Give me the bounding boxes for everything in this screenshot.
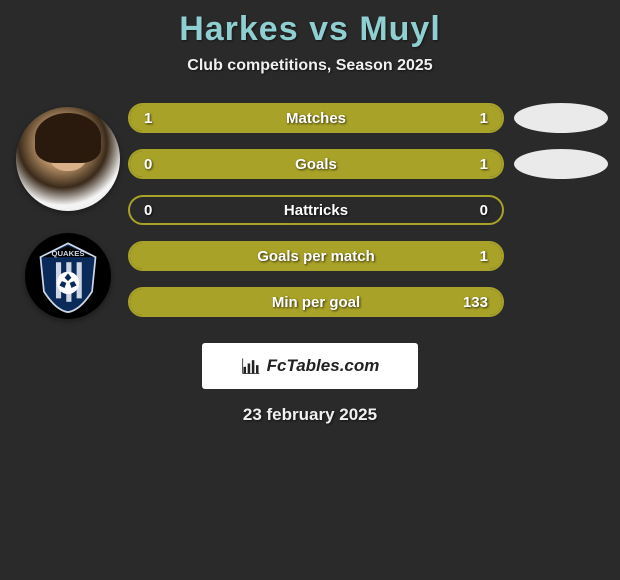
stat-label: Matches xyxy=(286,110,346,127)
right-blob xyxy=(514,103,608,133)
stat-label: Hattricks xyxy=(284,202,348,219)
subtitle: Club competitions, Season 2025 xyxy=(0,57,620,75)
quakes-crest-icon: QUAKES xyxy=(25,233,111,319)
stat-row: 0 Hattricks 0 xyxy=(128,195,608,225)
main-area: QUAKES 1 Matches 1 xyxy=(0,103,620,333)
value-right: 1 xyxy=(480,110,488,127)
page-title: Harkes vs Muyl xyxy=(0,10,620,49)
team-logo: QUAKES xyxy=(25,233,111,319)
value-right: 1 xyxy=(480,156,488,173)
stat-row: Min per goal 133 xyxy=(128,287,608,317)
stat-row: Goals per match 1 xyxy=(128,241,608,271)
left-column: QUAKES xyxy=(8,103,128,319)
brand-link[interactable]: FcTables.com xyxy=(202,343,418,389)
value-left: 1 xyxy=(144,110,152,127)
value-left: 0 xyxy=(144,156,152,173)
stat-label: Goals per match xyxy=(257,248,375,265)
stat-pill-matches: 1 Matches 1 xyxy=(128,103,504,133)
stat-row: 1 Matches 1 xyxy=(128,103,608,133)
stat-pill-mpg: Min per goal 133 xyxy=(128,287,504,317)
date-label: 23 february 2025 xyxy=(0,405,620,425)
player-photo xyxy=(16,107,120,211)
stat-pill-gpm: Goals per match 1 xyxy=(128,241,504,271)
value-right: 0 xyxy=(480,202,488,219)
stat-pill-hattricks: 0 Hattricks 0 xyxy=(128,195,504,225)
right-blob xyxy=(514,149,608,179)
stat-pill-goals: 0 Goals 1 xyxy=(128,149,504,179)
stat-label: Goals xyxy=(295,156,337,173)
stat-row: 0 Goals 1 xyxy=(128,149,608,179)
comparison-card: Harkes vs Muyl Club competitions, Season… xyxy=(0,0,620,425)
brand-text: FcTables.com xyxy=(267,356,380,376)
value-left: 0 xyxy=(144,202,152,219)
bar-chart-icon xyxy=(241,356,261,376)
team-short: QUAKES xyxy=(51,249,84,258)
value-right: 133 xyxy=(463,294,488,311)
stat-label: Min per goal xyxy=(272,294,360,311)
stat-bars: 1 Matches 1 0 Goals 1 0 Hattricks xyxy=(128,103,612,333)
value-right: 1 xyxy=(480,248,488,265)
